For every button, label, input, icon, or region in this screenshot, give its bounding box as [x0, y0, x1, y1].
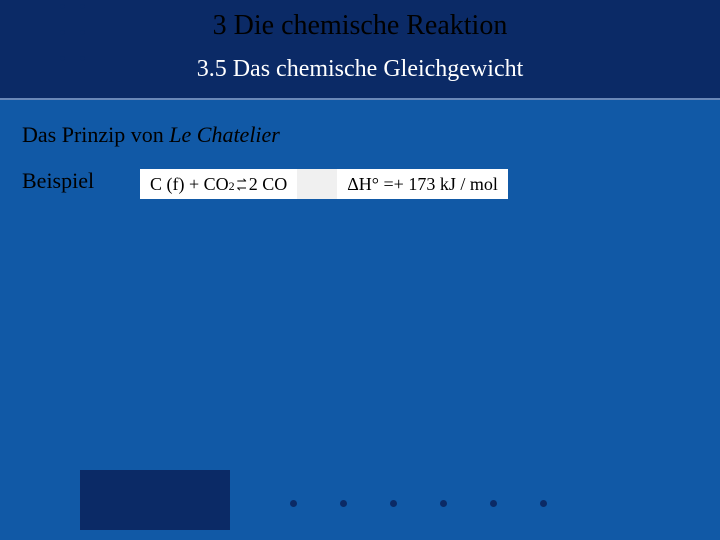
- equilibrium-arrows-icon: ⇀↽: [235, 178, 249, 192]
- decor-dot: [80, 56, 85, 61]
- decor-dot: [60, 4, 65, 9]
- decor-dot: [440, 500, 447, 507]
- reaction-equation: C (f) + CO2 ⇀↽ 2 CO ΔH° = + 173 kJ / mol: [140, 168, 508, 200]
- equation-lhs: C (f) + CO2 ⇀↽ 2 CO: [140, 169, 297, 199]
- eq-rhs-text: 2 CO: [249, 174, 288, 195]
- decor-dot: [60, 30, 65, 35]
- deltaH-label: ΔH° =: [347, 174, 393, 195]
- equation-gap: [297, 169, 337, 199]
- deltaH-value: + 173 kJ / mol: [394, 174, 498, 195]
- decor-dot: [80, 30, 85, 35]
- decor-dot: [290, 500, 297, 507]
- principle-heading: Das Prinzip von Le Chatelier: [22, 122, 280, 148]
- decor-dot: [60, 56, 65, 61]
- chapter-title: 3 Die chemische Reaktion: [0, 10, 720, 42]
- decor-dot: [490, 500, 497, 507]
- example-label: Beispiel: [22, 168, 94, 194]
- decor-dot: [390, 500, 397, 507]
- eq-lhs-text: C (f) + CO: [150, 174, 229, 195]
- section-title: 3.5 Das chemische Gleichgewicht: [0, 56, 720, 83]
- decor-dot: [540, 500, 547, 507]
- principle-heading-name: Le Chatelier: [169, 122, 280, 147]
- decor-dot: [340, 500, 347, 507]
- equation-enthalpy: ΔH° = + 173 kJ / mol: [337, 169, 508, 199]
- footer-accent-block: [80, 470, 230, 530]
- decor-dot: [80, 4, 85, 9]
- principle-heading-prefix: Das Prinzip von: [22, 122, 169, 147]
- title-bar: 3 Die chemische Reaktion 3.5 Das chemisc…: [0, 0, 720, 100]
